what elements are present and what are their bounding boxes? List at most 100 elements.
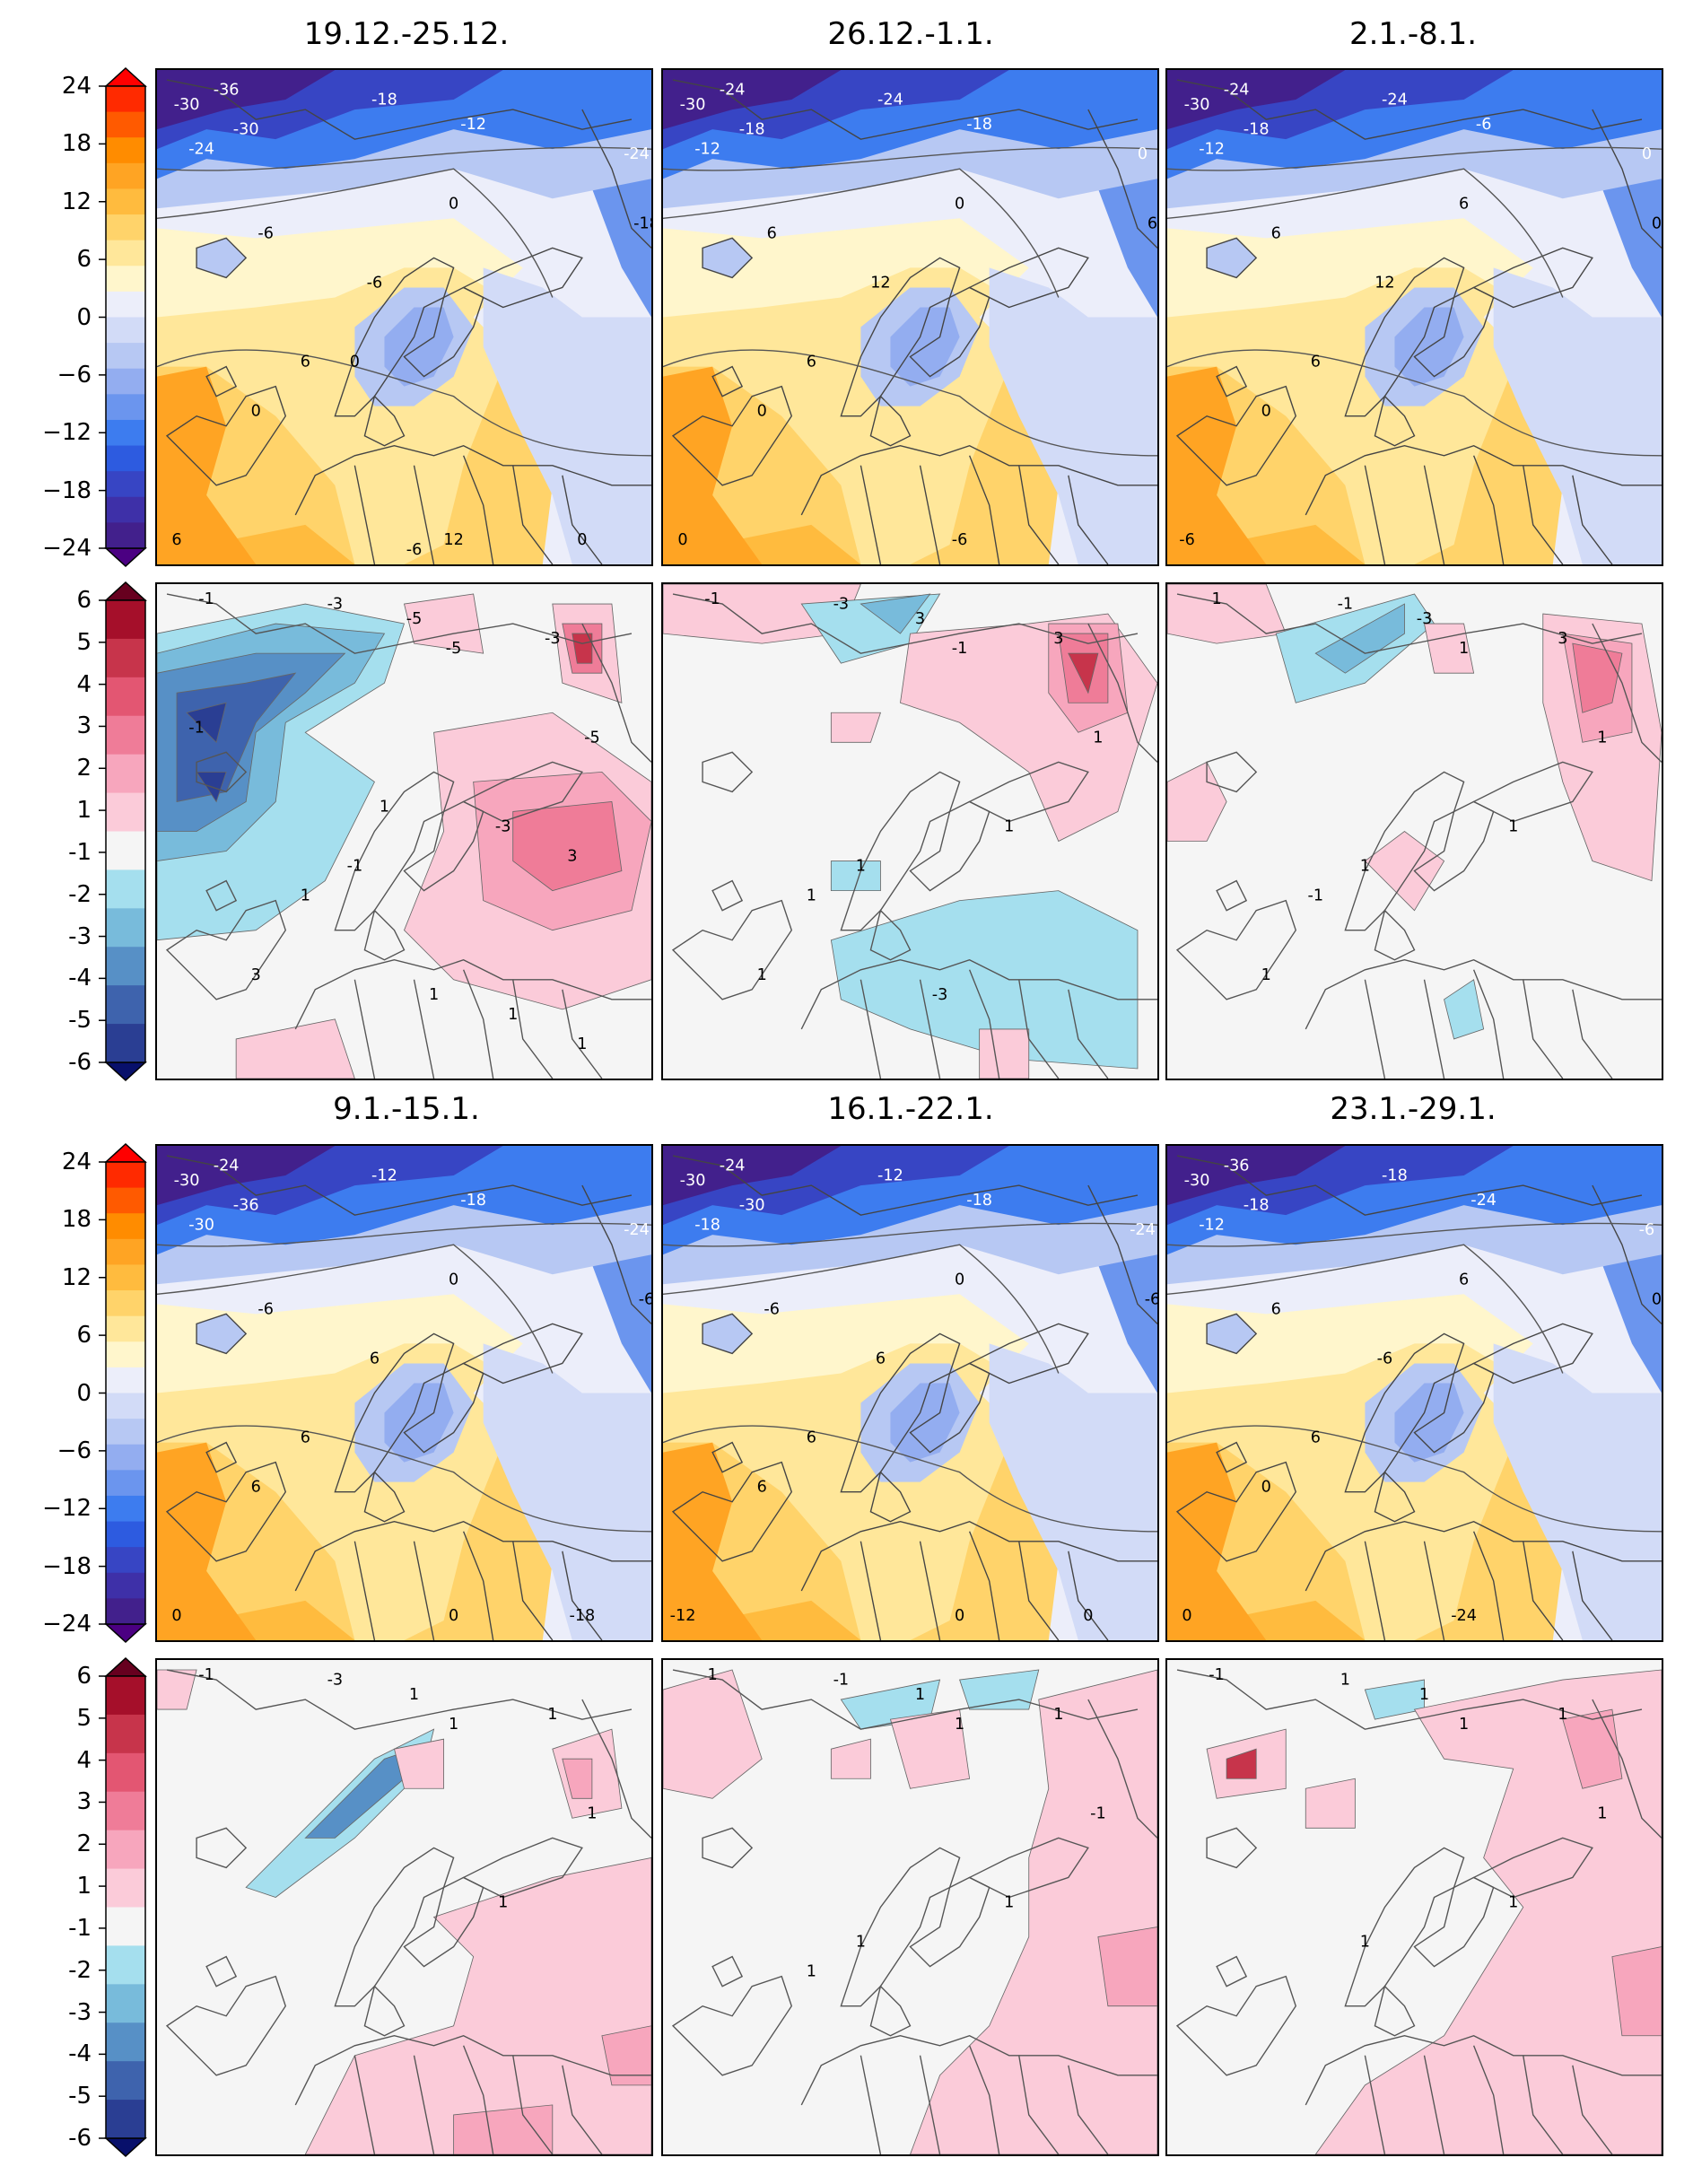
temperature-contour-band	[663, 1146, 842, 1206]
coastline	[462, 761, 583, 823]
contour-label: 6	[807, 354, 816, 371]
colorbar-tick-label: -1	[68, 838, 92, 866]
coastline	[353, 1541, 376, 1640]
contour-label: 0	[955, 1271, 964, 1289]
anomaly-contour-band	[663, 584, 861, 644]
coastline	[860, 465, 882, 564]
contour-label: 1	[955, 1716, 964, 1734]
contour-label: -18	[1244, 1197, 1270, 1215]
coastline	[581, 109, 651, 249]
anomaly-contour-band	[1226, 1748, 1257, 1779]
contour-label: 6	[1271, 1300, 1281, 1318]
contour-label: 0	[171, 1607, 181, 1625]
coastline	[1423, 979, 1445, 1079]
coastline	[1175, 899, 1297, 1000]
coastline	[196, 1313, 248, 1355]
contour-line	[1167, 168, 1564, 298]
anomaly-contour-band	[186, 702, 227, 803]
temperature-contour-band	[1493, 267, 1662, 564]
contour-label: 1	[1093, 729, 1103, 747]
coastline	[1216, 879, 1248, 912]
coastline	[919, 465, 941, 564]
contour-label: -6	[1145, 1290, 1157, 1308]
colorbar-tick-label: 3	[76, 712, 92, 740]
temperature-contour-band	[1167, 149, 1662, 564]
anomaly-contour-band	[572, 633, 593, 664]
contour-label: -12	[1199, 1217, 1225, 1235]
coastline	[1068, 989, 1109, 1079]
contour-label: 1	[1419, 1686, 1429, 1704]
coastline	[413, 465, 435, 564]
anomaly-map-5: 1 -1 1 1 -1 1 1 1 1	[661, 1658, 1159, 2156]
contour-label: -6	[257, 224, 274, 242]
contour-label: -12	[1199, 141, 1225, 159]
contour-label: 12	[870, 274, 890, 292]
coastline	[1364, 2055, 1386, 2154]
contour-label: -5	[446, 640, 462, 658]
coastline	[1572, 475, 1613, 564]
coastline	[1592, 1184, 1662, 1324]
coastline	[711, 1441, 744, 1473]
colorbar-swatch	[106, 1341, 145, 1368]
coastline	[1364, 1541, 1386, 1640]
coastline	[1176, 1155, 1643, 1216]
coastline	[1018, 2055, 1060, 2154]
contour-label: 1	[429, 986, 439, 1004]
contour-label: 1	[1004, 818, 1014, 836]
coastline	[1374, 1471, 1416, 1523]
colorbar-swatch	[106, 1315, 145, 1342]
coastline	[205, 1441, 238, 1473]
temperature-contour-band	[1167, 1442, 1267, 1640]
coastline	[869, 1471, 912, 1523]
anomaly-field: 1 -1 -3 3 1 1 1 1 -1 1	[1167, 584, 1662, 1079]
contour-label: -12	[460, 116, 486, 134]
contour-label: 3	[915, 610, 925, 628]
temperature-field: -30 -24 -18 -12 -24 -18 0 6 0 6 6 12 0 0 -6	[663, 70, 1157, 564]
contour-label: 1	[508, 1006, 518, 1024]
coastline	[671, 899, 793, 1000]
colorbar-tick-label: 3	[76, 1788, 92, 1816]
temperature-contour-band	[157, 1225, 651, 1640]
temperature-contour-band	[663, 70, 842, 130]
coastline	[1523, 979, 1564, 1079]
coastline	[711, 879, 744, 912]
coastline	[205, 365, 238, 397]
contour-label: -24	[1224, 82, 1250, 100]
anomaly-map-2: -1 -3 3 3 1 1 -1 1 1 1 -3	[661, 582, 1159, 1080]
contour-label: 6	[1459, 1271, 1469, 1289]
contour-label: 1	[1360, 1934, 1370, 1952]
contour-label: 0	[449, 1271, 458, 1289]
contour-line	[1167, 146, 1662, 171]
coastline	[1305, 445, 1662, 516]
coastline	[166, 1155, 633, 1216]
coastline	[1018, 465, 1060, 564]
contour-label: -5	[584, 729, 600, 747]
coastline	[363, 395, 406, 447]
contour-label: 6	[301, 1429, 310, 1447]
contour-line	[157, 1222, 651, 1247]
coastline	[413, 979, 435, 1079]
coastline	[1206, 237, 1258, 279]
colorbar-swatch	[106, 1984, 145, 2023]
panel-title-1: 19.12.-25.12.	[303, 16, 510, 52]
coastline	[1305, 1521, 1662, 1592]
anomaly-map-4: -1 -3 1 1 1 1 1	[155, 1658, 653, 2156]
colorbar-tick-label: 6	[76, 1663, 92, 1690]
temperature-contour-band	[196, 1314, 247, 1354]
colorbar-swatch	[106, 947, 145, 986]
coastline	[1423, 2055, 1445, 2154]
contour-label: 0	[955, 195, 964, 213]
contour-label: 6	[171, 531, 181, 549]
coastline	[1087, 109, 1157, 249]
colorbar-swatch	[106, 1714, 145, 1754]
contour-label: 1	[757, 966, 767, 984]
temperature-map-2: -30 -24 -18 -12 -24 -18 0 6 0 6 6 12 0 0 -6	[661, 68, 1159, 566]
temperature-field: -30 -24 -30 -18 -12 -18 -24 -6 0 -6 6 6 6 -12 0 0	[663, 1146, 1157, 1640]
coastline	[1018, 1541, 1060, 1640]
contour-label: 1	[587, 1804, 597, 1822]
colorbar-swatch	[106, 419, 145, 447]
contour-label: 1	[856, 1934, 866, 1952]
temperature-contour-band	[663, 1442, 763, 1640]
colorbar-swatch	[106, 1791, 145, 1831]
coastline	[462, 1531, 494, 1640]
